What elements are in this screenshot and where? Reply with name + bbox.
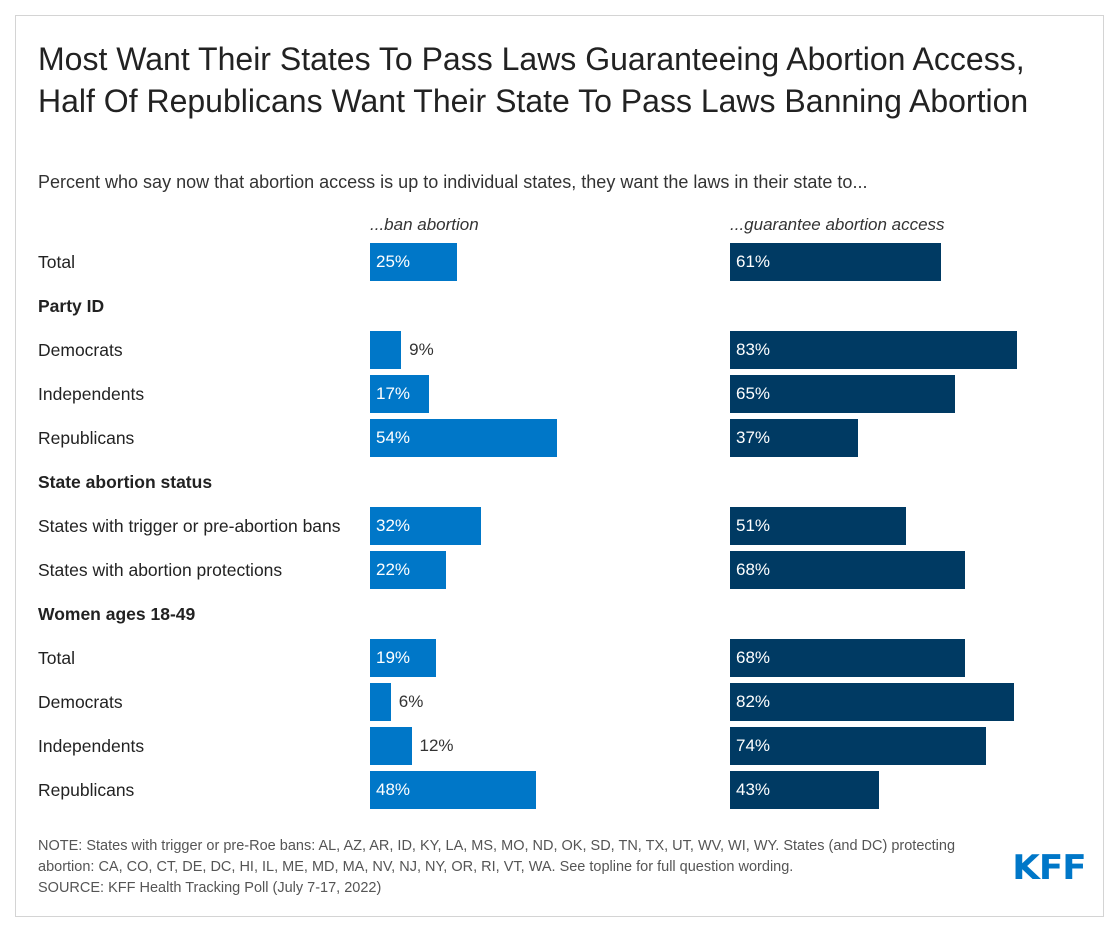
row-label: Total	[38, 648, 75, 668]
bar-guarantee	[730, 683, 1014, 721]
bar-ban	[370, 243, 457, 281]
bar-guarantee	[730, 331, 1018, 369]
group-label: Party ID	[38, 296, 105, 316]
column-header-ban: ...ban abortion	[370, 215, 479, 234]
bar-guarantee	[730, 243, 942, 281]
row-label: Republicans	[38, 780, 135, 800]
row-label: States with abortion protections	[38, 560, 283, 580]
group-header-row: Women ages 18-49	[0, 595, 1120, 633]
chart-frame	[15, 15, 1104, 917]
chart-notes: NOTE: States with trigger or pre-Roe ban…	[38, 836, 968, 899]
value-label-ban: 32%	[376, 516, 411, 535]
chart-row: Democrats 9% 83%	[0, 331, 1120, 369]
bar-ban	[370, 375, 429, 413]
chart-row: Democrats 6% 82%	[0, 683, 1120, 721]
bar-ban	[370, 683, 391, 721]
bar-guarantee	[730, 727, 987, 765]
value-label-guarantee: 82%	[736, 692, 771, 711]
chart-row: Total 19% 68%	[0, 639, 1120, 677]
value-label-ban: 6%	[398, 692, 424, 711]
value-label-ban: 22%	[376, 560, 411, 579]
chart-title: Most Want Their States To Pass Laws Guar…	[38, 41, 1029, 119]
value-label-guarantee: 37%	[736, 428, 771, 447]
row-label: Independents	[38, 736, 145, 756]
row-label: Independents	[38, 384, 145, 404]
group-header-row: State abortion status	[0, 463, 1120, 501]
bar-guarantee	[730, 375, 955, 413]
bar-ban	[370, 419, 557, 457]
value-label-ban: 48%	[376, 780, 411, 799]
value-label-ban: 17%	[376, 384, 411, 403]
value-label-ban: 19%	[376, 648, 411, 667]
value-label-ban: 12%	[419, 736, 454, 755]
value-label-guarantee: 68%	[736, 560, 771, 579]
bar-guarantee	[730, 507, 907, 545]
chart-row: Republicans 54% 37%	[0, 419, 1120, 457]
bar-ban	[370, 507, 481, 545]
column-header-guarantee: ...guarantee abortion access	[730, 215, 945, 234]
row-label: States with trigger or pre-abortion bans	[38, 516, 341, 536]
bar-ban	[370, 639, 436, 677]
group-label: State abortion status	[38, 472, 213, 492]
chart-row: Independents 12% 74%	[0, 727, 1120, 765]
chart-row: States with trigger or pre-abortion bans…	[0, 507, 1120, 545]
bar-guarantee	[730, 771, 879, 809]
value-label-ban: 54%	[376, 428, 411, 447]
value-label-guarantee: 65%	[736, 384, 771, 403]
row-label: Total	[38, 252, 75, 272]
row-label: Republicans	[38, 428, 135, 448]
source-text: SOURCE: KFF Health Tracking Poll (July 7…	[38, 880, 382, 896]
value-label-guarantee: 61%	[736, 252, 771, 271]
kff-logo: KFF	[1012, 848, 1086, 888]
group-label: Women ages 18-49	[38, 604, 196, 624]
value-label-ban: 25%	[376, 252, 411, 271]
value-label-guarantee: 43%	[736, 780, 771, 799]
chart-subtitle: Percent who say now that abortion access…	[38, 172, 868, 192]
note-text: NOTE: States with trigger or pre-Roe ban…	[38, 838, 956, 875]
bar-ban	[370, 551, 447, 589]
chart-row: Republicans 48% 43%	[0, 771, 1120, 809]
value-label-guarantee: 83%	[736, 340, 771, 359]
bar-guarantee	[730, 419, 859, 457]
value-label-guarantee: 68%	[736, 648, 771, 667]
chart-row: Total 25% 61%	[0, 243, 1120, 281]
row-label: Democrats	[38, 692, 123, 712]
row-label: Democrats	[38, 340, 123, 360]
chart-row: Independents 17% 65%	[0, 375, 1120, 413]
group-header-row: Party ID	[0, 287, 1120, 325]
chart-row: States with abortion protections 22% 68%	[0, 551, 1120, 589]
bar-ban	[370, 727, 412, 765]
value-label-ban: 9%	[409, 340, 434, 359]
value-label-guarantee: 74%	[736, 736, 771, 755]
bar-guarantee	[730, 551, 966, 589]
bar-ban	[370, 331, 402, 369]
value-label-guarantee: 51%	[736, 516, 771, 535]
bar-guarantee	[730, 639, 966, 677]
bar-ban	[370, 771, 537, 809]
